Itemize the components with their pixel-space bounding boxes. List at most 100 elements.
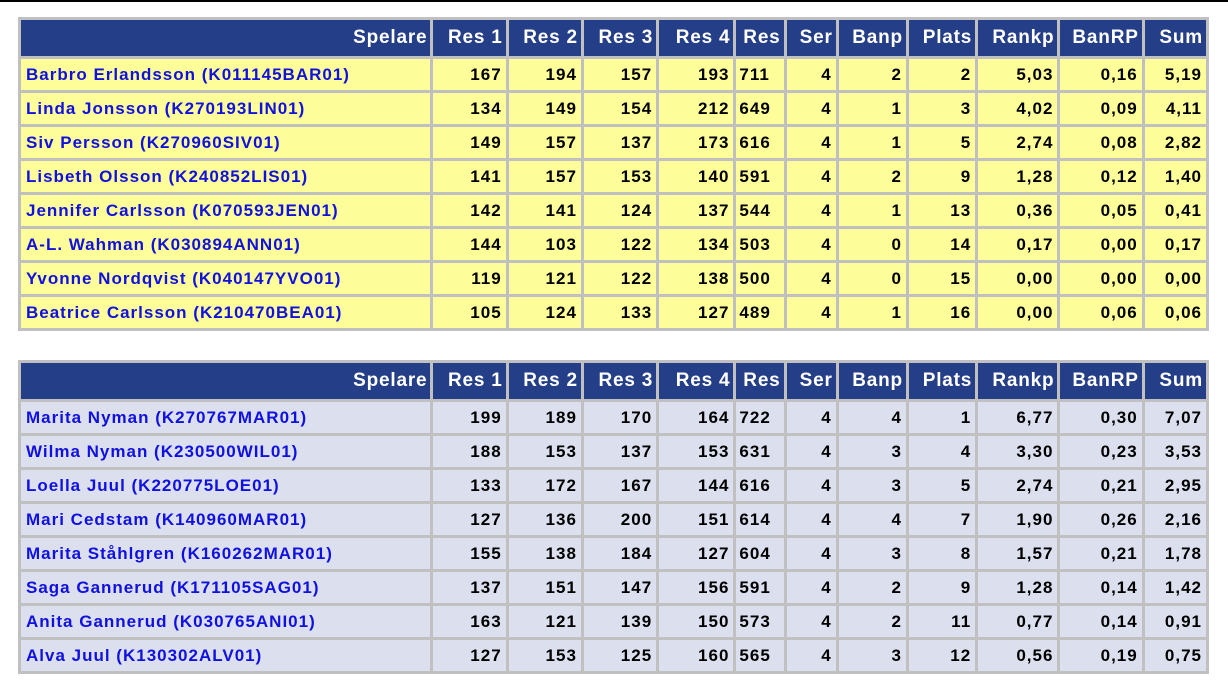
cell-res-2: 194 [508, 59, 581, 90]
cell-plats: 5 [908, 470, 976, 501]
cell-res-1: 142 [433, 195, 506, 226]
player-link[interactable]: Beatrice Carlsson (K210470BEA01) [21, 297, 431, 328]
cell-banrp: 0,19 [1060, 640, 1142, 671]
cell-res-4: 212 [659, 93, 734, 124]
player-link[interactable]: Marita Nyman (K270767MAR01) [21, 402, 431, 433]
player-link[interactable]: Alva Juul (K130302ALV01) [21, 640, 431, 671]
cell-res-3: 125 [583, 640, 657, 671]
cell-res-2: 157 [508, 161, 581, 192]
cell-res-4: 127 [659, 297, 734, 328]
cell-res-3: 167 [583, 470, 657, 501]
cell-plats: 3 [908, 93, 976, 124]
cell-banrp: 0,26 [1060, 504, 1142, 535]
cell-rankp: 2,74 [978, 127, 1058, 158]
cell-rankp: 0,77 [978, 606, 1058, 637]
cell-sum: 7,07 [1144, 402, 1206, 433]
cell-res: 722 [736, 402, 784, 433]
player-link[interactable]: A-L. Wahman (K030894ANN01) [21, 229, 431, 260]
table-row: Jennifer Carlsson (K070593JEN01) 142 141 12… [21, 195, 1206, 226]
table-row: Linda Jonsson (K270193LIN01) 134 149 154 212… [21, 93, 1206, 124]
cell-res-1: 155 [433, 538, 506, 569]
cell-banrp: 0,21 [1060, 538, 1142, 569]
cell-banrp: 0,05 [1060, 195, 1142, 226]
cell-res-4: 164 [659, 402, 734, 433]
cell-banp: 4 [838, 504, 906, 535]
player-link[interactable]: Linda Jonsson (K270193LIN01) [21, 93, 431, 124]
cell-res-2: 151 [508, 572, 581, 603]
player-link[interactable]: Yvonne Nordqvist (K040147YVO01) [21, 263, 431, 294]
cell-sum: 2,95 [1144, 470, 1206, 501]
cell-sum: 0,41 [1144, 195, 1206, 226]
cell-banrp: 0,00 [1060, 229, 1142, 260]
cell-banp: 2 [838, 606, 906, 637]
player-link[interactable]: Siv Persson (K270960SIV01) [21, 127, 431, 158]
column-header-banp: Banp [838, 363, 906, 399]
cell-res-3: 133 [583, 297, 657, 328]
cell-res: 503 [736, 229, 784, 260]
cell-res-4: 151 [659, 504, 734, 535]
cell-ser: 4 [786, 93, 836, 124]
cell-res-2: 124 [508, 297, 581, 328]
cell-plats: 14 [908, 229, 976, 260]
column-header-rankp: Rankp [978, 20, 1058, 56]
player-link[interactable]: Loella Juul (K220775LOE01) [21, 470, 431, 501]
cell-res-4: 138 [659, 263, 734, 294]
cell-rankp: 1,90 [978, 504, 1058, 535]
cell-res-1: 199 [433, 402, 506, 433]
player-link[interactable]: Mari Cedstam (K140960MAR01) [21, 504, 431, 535]
cell-res-2: 136 [508, 504, 581, 535]
cell-rankp: 0,00 [978, 263, 1058, 294]
cell-ser: 4 [786, 572, 836, 603]
cell-plats: 9 [908, 161, 976, 192]
cell-plats: 4 [908, 436, 976, 467]
cell-plats: 1 [908, 402, 976, 433]
player-link[interactable]: Wilma Nyman (K230500WIL01) [21, 436, 431, 467]
cell-rankp: 1,28 [978, 572, 1058, 603]
cell-banp: 3 [838, 640, 906, 671]
cell-sum: 0,75 [1144, 640, 1206, 671]
cell-sum: 1,40 [1144, 161, 1206, 192]
cell-banp: 1 [838, 127, 906, 158]
cell-ser: 4 [786, 470, 836, 501]
cell-res: 649 [736, 93, 784, 124]
cell-banp: 3 [838, 470, 906, 501]
table-row: Marita Nyman (K270767MAR01) 199 189 170 164 7… [21, 402, 1206, 433]
cell-res-1: 119 [433, 263, 506, 294]
player-link[interactable]: Barbro Erlandsson (K011145BAR01) [21, 59, 431, 90]
table-row: Loella Juul (K220775LOE01) 133 172 167 144 61… [21, 470, 1206, 501]
cell-plats: 15 [908, 263, 976, 294]
cell-banrp: 0,12 [1060, 161, 1142, 192]
cell-banp: 1 [838, 195, 906, 226]
column-header-banrp: BanRP [1060, 363, 1142, 399]
column-header-sum: Sum [1144, 363, 1206, 399]
cell-res-1: 137 [433, 572, 506, 603]
table-row: Marita Ståhlgren (K160262MAR01) 155 138 184… [21, 538, 1206, 569]
results-table-1: Spelare Res 1 Res 2 Res 3 Res 4 Res Ser Banp Pla… [18, 17, 1209, 331]
cell-rankp: 4,02 [978, 93, 1058, 124]
column-header-sum: Sum [1144, 20, 1206, 56]
results-table-2: Spelare Res 1 Res 2 Res 3 Res 4 Res Ser Banp Pla… [18, 360, 1209, 674]
cell-res-4: 156 [659, 572, 734, 603]
player-link[interactable]: Saga Gannerud (K171105SAG01) [21, 572, 431, 603]
cell-res: 614 [736, 504, 784, 535]
cell-res-1: 127 [433, 504, 506, 535]
cell-res-4: 127 [659, 538, 734, 569]
cell-sum: 5,19 [1144, 59, 1206, 90]
cell-banrp: 0,06 [1060, 297, 1142, 328]
column-header-res-2: Res 2 [508, 363, 581, 399]
table-row: A-L. Wahman (K030894ANN01) 144 103 122 134 50… [21, 229, 1206, 260]
player-link[interactable]: Marita Ståhlgren (K160262MAR01) [21, 538, 431, 569]
cell-res: 616 [736, 127, 784, 158]
cell-rankp: 1,57 [978, 538, 1058, 569]
cell-ser: 4 [786, 263, 836, 294]
cell-res-3: 122 [583, 229, 657, 260]
cell-res: 544 [736, 195, 784, 226]
player-link[interactable]: Lisbeth Olsson (K240852LIS01) [21, 161, 431, 192]
player-link[interactable]: Anita Gannerud (K030765ANI01) [21, 606, 431, 637]
player-link[interactable]: Jennifer Carlsson (K070593JEN01) [21, 195, 431, 226]
cell-rankp: 5,03 [978, 59, 1058, 90]
table-row: Mari Cedstam (K140960MAR01) 127 136 200 151 6… [21, 504, 1206, 535]
cell-res-3: 139 [583, 606, 657, 637]
cell-res-3: 137 [583, 127, 657, 158]
cell-sum: 4,11 [1144, 93, 1206, 124]
